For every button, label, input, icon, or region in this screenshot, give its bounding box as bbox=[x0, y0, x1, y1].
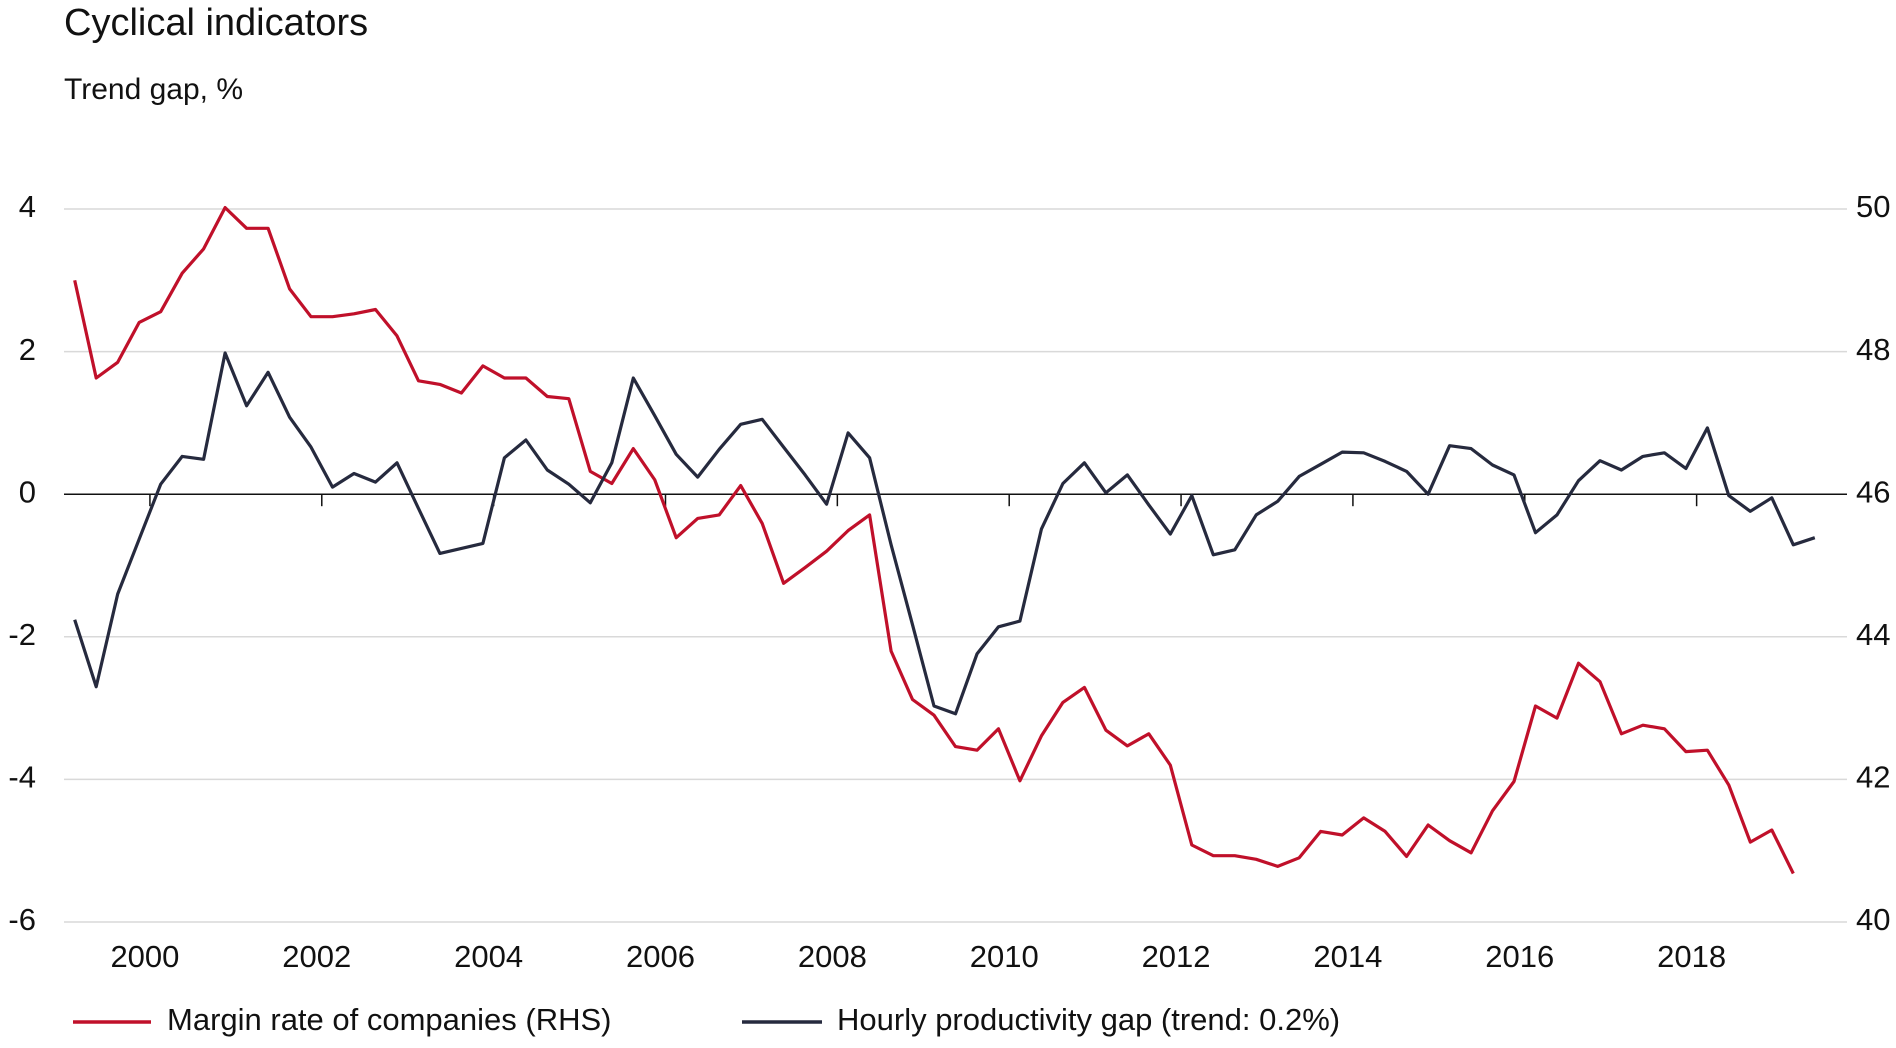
y2-tick-label: 46 bbox=[1856, 474, 1890, 509]
x-tick-label: 2008 bbox=[798, 939, 867, 974]
y-tick-label: -2 bbox=[8, 617, 36, 652]
y2-tick-label: 50 bbox=[1856, 189, 1890, 224]
x-tick-label: 2000 bbox=[110, 939, 179, 974]
x-tick-label: 2012 bbox=[1142, 939, 1211, 974]
y-tick-label: -4 bbox=[8, 760, 36, 795]
y-tick-label: -6 bbox=[8, 902, 36, 937]
chart-subtitle: Trend gap, % bbox=[64, 73, 243, 106]
y-tick-label: 4 bbox=[19, 189, 36, 224]
x-tick-label: 2002 bbox=[282, 939, 351, 974]
x-tick-label: 2004 bbox=[454, 939, 523, 974]
x-tick-label: 2018 bbox=[1657, 939, 1726, 974]
series-line bbox=[73, 206, 1795, 875]
x-tick-label: 2006 bbox=[626, 939, 695, 974]
x-tick-label: 2014 bbox=[1313, 939, 1382, 974]
x-tick-label: 2016 bbox=[1485, 939, 1554, 974]
legend-label: Hourly productivity gap (trend: 0.2%) bbox=[837, 1002, 1340, 1037]
x-tick-label: 2010 bbox=[970, 939, 1039, 974]
series-line bbox=[73, 351, 1816, 716]
legend-label: Margin rate of companies (RHS) bbox=[167, 1002, 612, 1037]
y2-tick-label: 44 bbox=[1856, 617, 1890, 652]
chart-title: Cyclical indicators bbox=[64, 2, 368, 44]
y2-tick-label: 42 bbox=[1856, 760, 1890, 795]
y2-tick-label: 40 bbox=[1856, 902, 1890, 937]
y-tick-label: 0 bbox=[19, 474, 36, 509]
y-tick-label: 2 bbox=[19, 332, 36, 367]
y2-tick-label: 48 bbox=[1856, 332, 1890, 367]
